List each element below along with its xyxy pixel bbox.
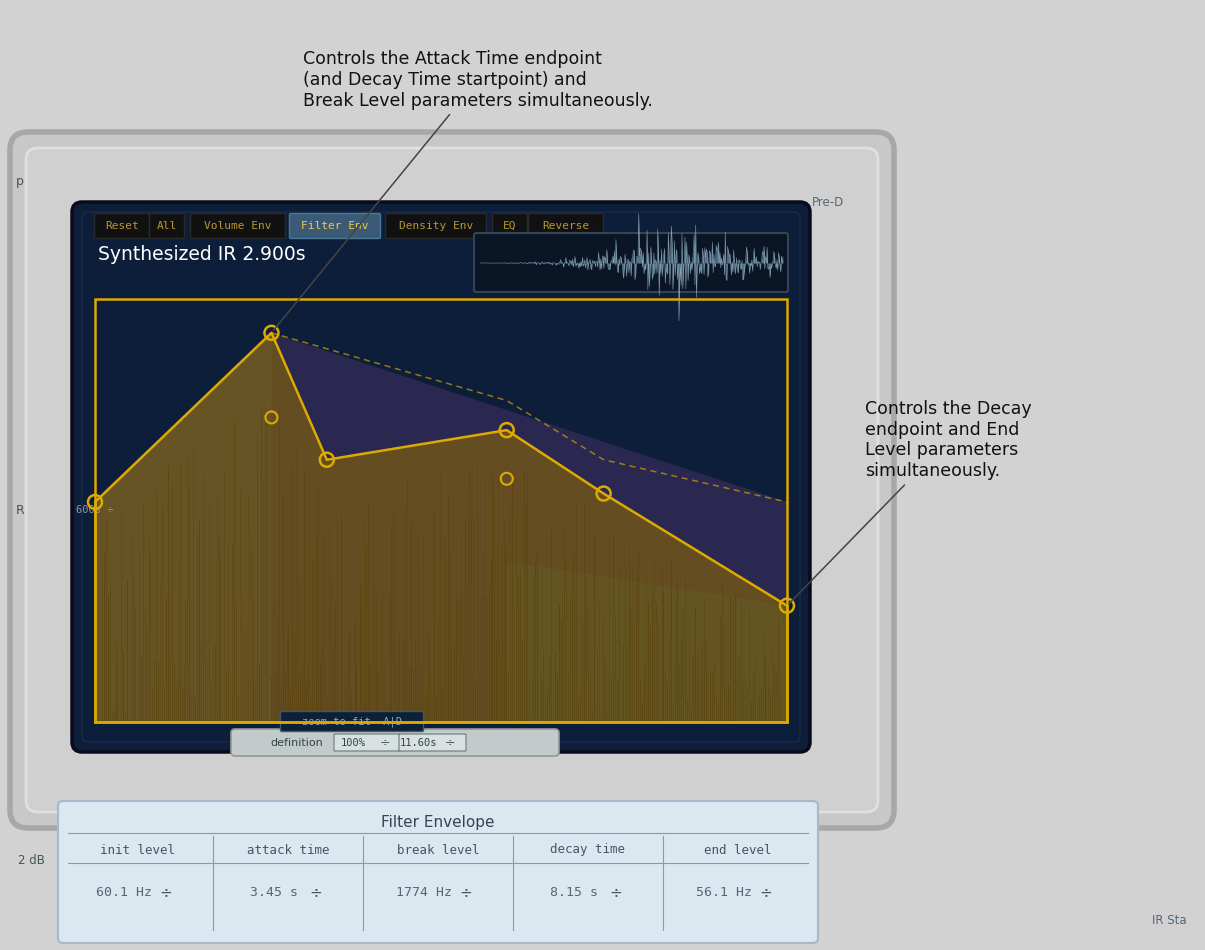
Text: Filter Env: Filter Env <box>301 221 369 231</box>
FancyBboxPatch shape <box>399 734 466 751</box>
FancyBboxPatch shape <box>94 214 149 238</box>
Text: Filter Envelope: Filter Envelope <box>381 814 495 829</box>
Text: attack time: attack time <box>247 844 329 857</box>
Text: Controls the Decay
endpoint and End
Level parameters
simultaneously.: Controls the Decay endpoint and End Leve… <box>789 400 1031 603</box>
FancyBboxPatch shape <box>149 214 184 238</box>
Text: p: p <box>16 176 24 188</box>
Text: end level: end level <box>704 844 771 857</box>
FancyBboxPatch shape <box>82 212 800 742</box>
Text: Synthesized IR 2.900s: Synthesized IR 2.900s <box>98 245 306 264</box>
Text: Density Env: Density Env <box>399 221 474 231</box>
Polygon shape <box>95 332 271 722</box>
FancyBboxPatch shape <box>231 729 559 756</box>
FancyBboxPatch shape <box>493 214 528 238</box>
FancyBboxPatch shape <box>474 233 788 292</box>
FancyBboxPatch shape <box>334 734 401 751</box>
Polygon shape <box>95 332 787 722</box>
Bar <box>95 299 787 722</box>
Text: All: All <box>157 221 177 231</box>
FancyBboxPatch shape <box>386 214 487 238</box>
Text: ÷: ÷ <box>459 885 472 901</box>
Text: init level: init level <box>100 844 176 857</box>
Text: R: R <box>16 504 24 517</box>
Text: Reverse: Reverse <box>542 221 589 231</box>
Text: 600s ÷: 600s ÷ <box>76 505 113 515</box>
Text: ÷: ÷ <box>310 885 323 901</box>
Text: Reset: Reset <box>105 221 139 231</box>
Text: Volume Env: Volume Env <box>205 221 272 231</box>
FancyBboxPatch shape <box>58 801 818 943</box>
FancyBboxPatch shape <box>190 214 286 238</box>
Text: ÷: ÷ <box>759 885 772 901</box>
FancyBboxPatch shape <box>289 214 381 238</box>
Text: Controls the Attack Time endpoint
(and Decay Time startpoint) and
Break Level pa: Controls the Attack Time endpoint (and D… <box>274 50 653 331</box>
Text: ÷: ÷ <box>159 885 172 901</box>
Text: zoom to fit  A|D: zoom to fit A|D <box>302 716 402 727</box>
Text: 8.15 s: 8.15 s <box>549 886 598 900</box>
FancyBboxPatch shape <box>10 132 894 828</box>
Text: break level: break level <box>396 844 480 857</box>
Text: 2 dB: 2 dB <box>18 853 45 866</box>
Text: 3.45 s: 3.45 s <box>249 886 298 900</box>
FancyBboxPatch shape <box>529 214 604 238</box>
FancyBboxPatch shape <box>27 148 878 812</box>
Text: 100%: 100% <box>341 737 365 748</box>
Text: 11.60s: 11.60s <box>399 737 436 748</box>
Text: 1774 Hz: 1774 Hz <box>396 886 452 900</box>
Polygon shape <box>95 332 787 722</box>
FancyBboxPatch shape <box>72 202 810 752</box>
Text: ÷: ÷ <box>610 885 622 901</box>
Text: IR Sta: IR Sta <box>1152 914 1187 926</box>
FancyBboxPatch shape <box>281 712 423 732</box>
Text: ÷: ÷ <box>445 736 455 749</box>
Text: ÷: ÷ <box>380 736 390 749</box>
Text: 56.1 Hz: 56.1 Hz <box>696 886 752 900</box>
Text: 60.1 Hz: 60.1 Hz <box>96 886 152 900</box>
Text: Pre-D: Pre-D <box>812 196 845 208</box>
Text: definition: definition <box>271 737 323 748</box>
Text: EQ: EQ <box>504 221 517 231</box>
Polygon shape <box>507 561 787 722</box>
Text: decay time: decay time <box>551 844 625 857</box>
